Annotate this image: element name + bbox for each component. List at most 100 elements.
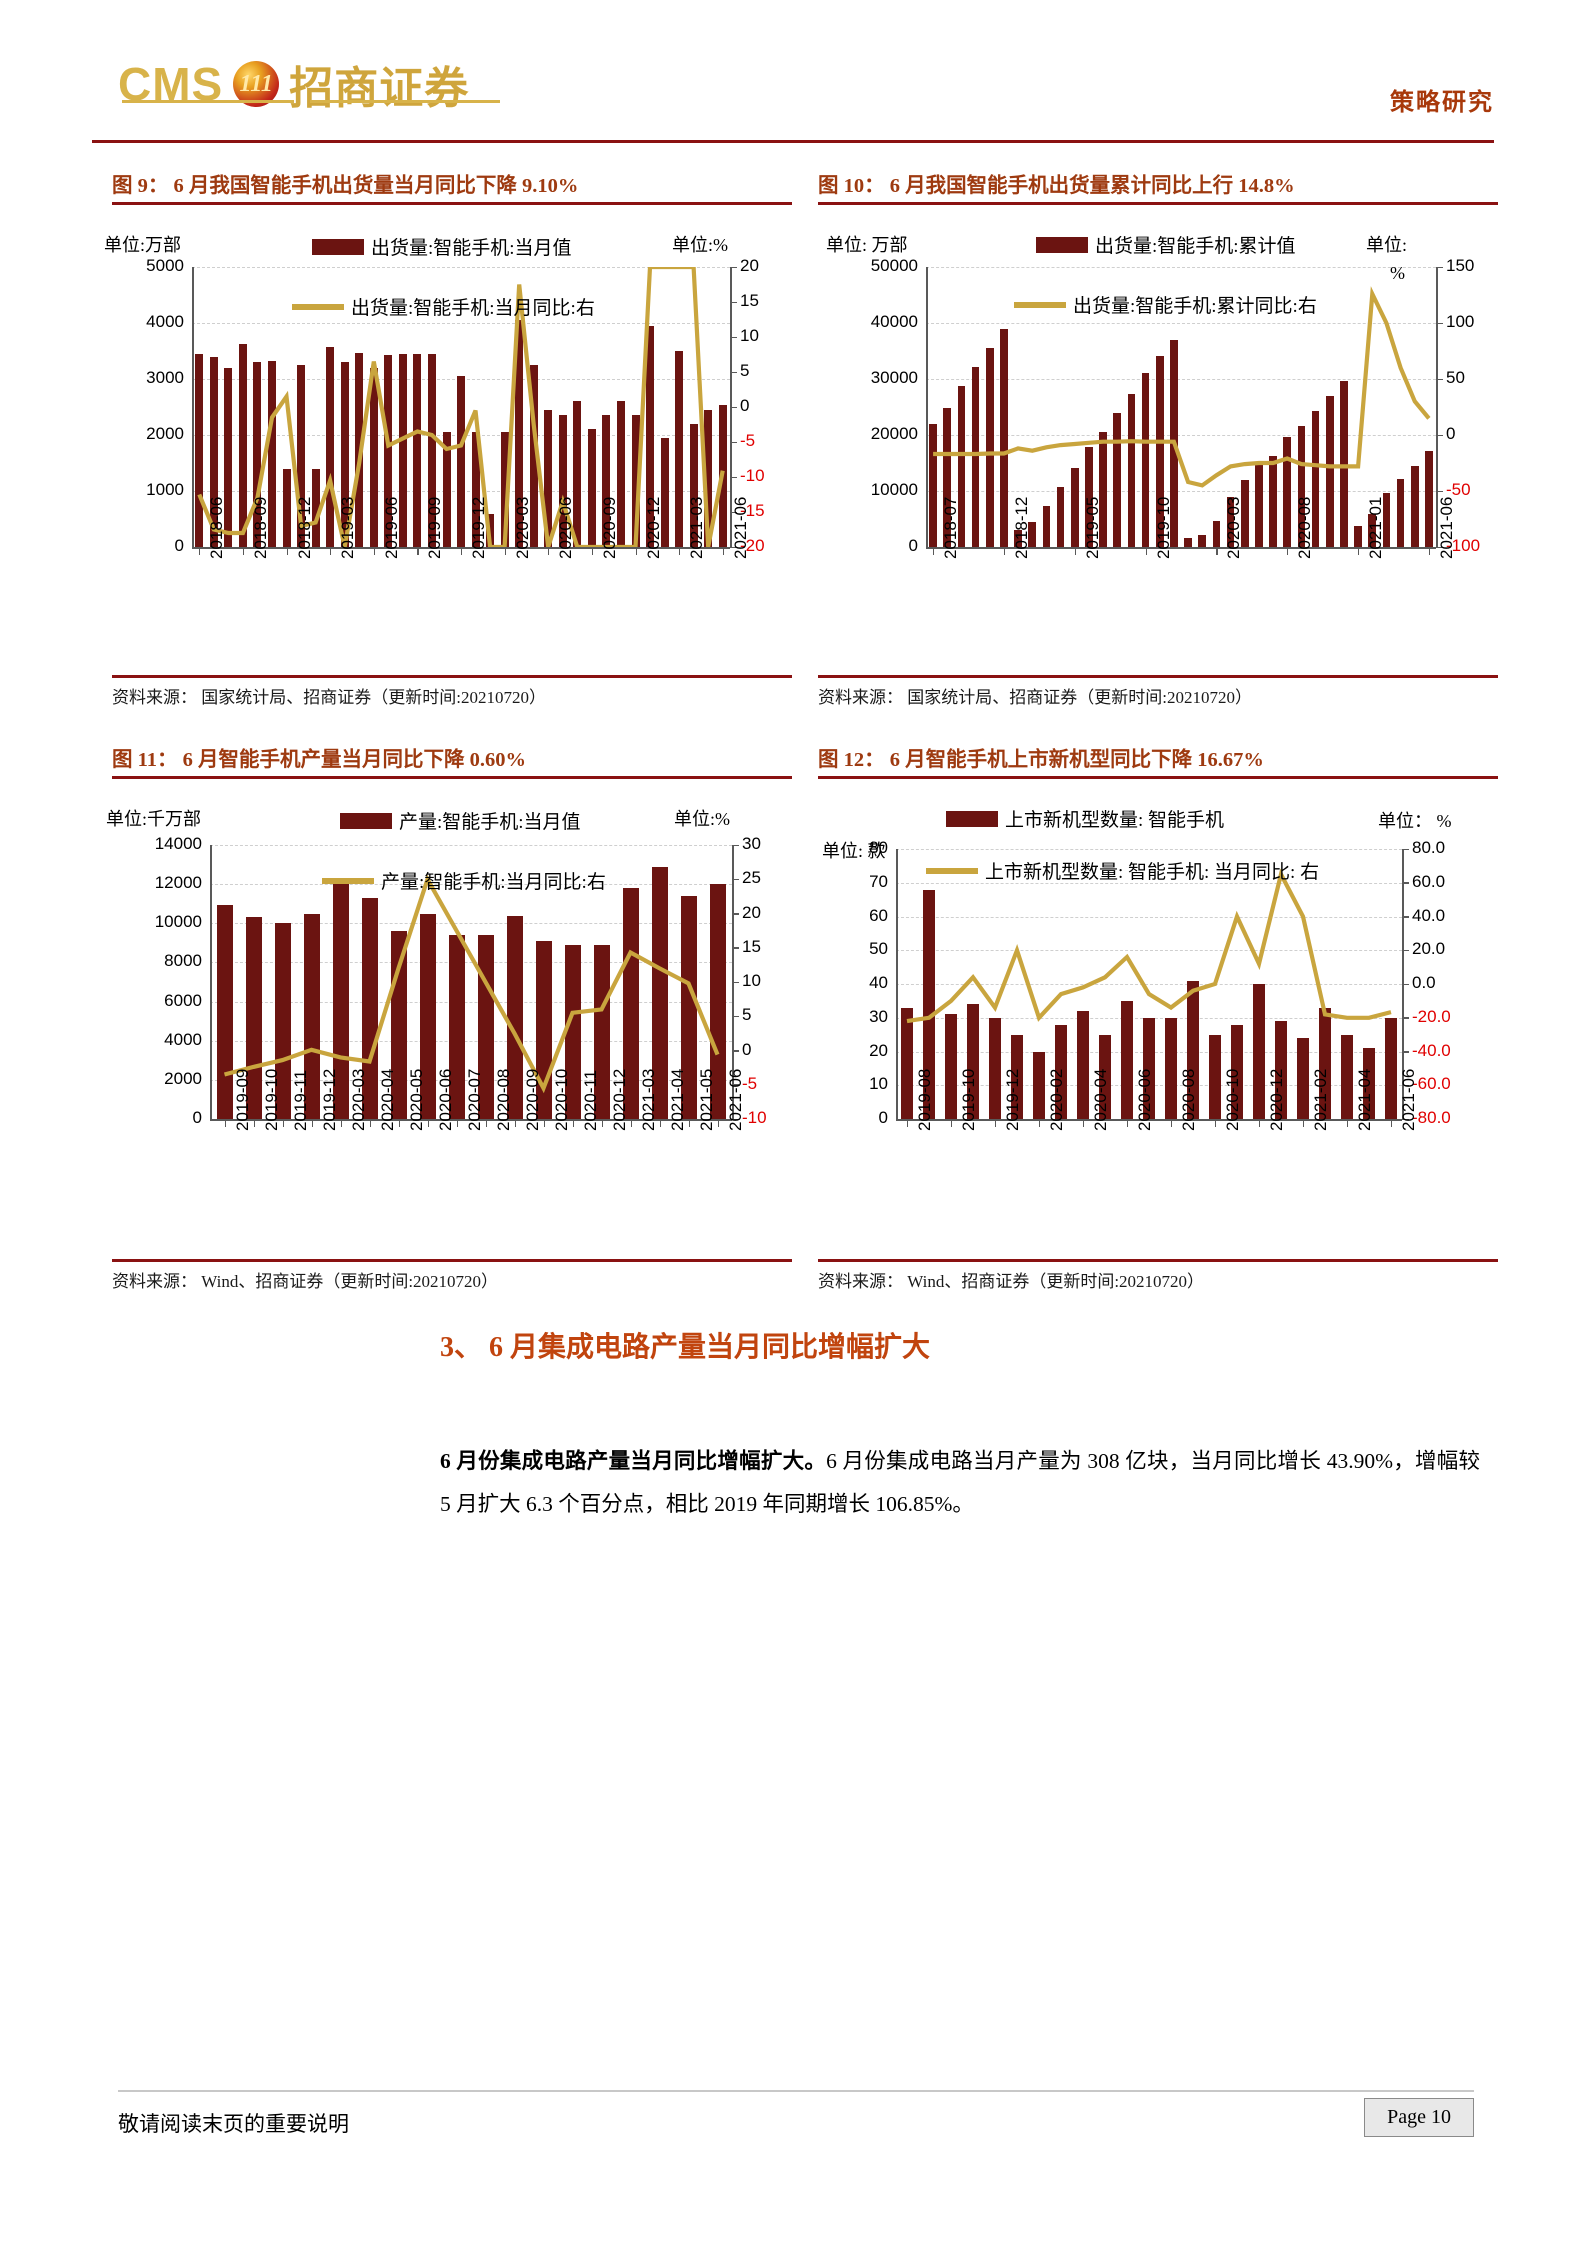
bar [929, 424, 937, 547]
gridline [926, 323, 1436, 324]
x-tickmark [224, 1119, 226, 1127]
y2-axis-tick-label: 40.0 [1412, 905, 1446, 925]
bar [1296, 1038, 1309, 1119]
y2-tickmark [730, 371, 737, 373]
y-axis-tick-label: 5000 [146, 256, 184, 275]
x-tickmark [485, 1119, 487, 1127]
right-spine [730, 267, 732, 547]
gridline [896, 849, 1402, 850]
bar [1240, 479, 1249, 547]
x-tickmark [417, 547, 419, 555]
x-tickmark [1259, 1119, 1261, 1127]
x-axis-tick-label: 2021-06 [1436, 496, 1456, 559]
x-axis-tick-label: 2021-06 [1399, 1068, 1418, 1131]
page-header: CMS 111 招商证券 策略研究 [0, 0, 1586, 150]
x-axis-tick-label: 2019-10 [261, 1068, 281, 1131]
x-tickmark [1074, 547, 1076, 555]
bar [1283, 436, 1292, 547]
y-axis-tick-label: 1000 [146, 480, 184, 499]
legend-bar-entry: 出货量:智能手机:当月值 [312, 233, 572, 260]
y-axis-tick-label: 4000 [164, 1029, 202, 1049]
x-axis-tick-label: 2021-04 [1355, 1068, 1374, 1131]
y2-axis-tick-label: 0.0 [1412, 973, 1436, 992]
bar [1340, 381, 1348, 547]
y2-axis-tick-label: 0 [742, 1039, 752, 1059]
figure-10-source-rule [818, 675, 1498, 678]
x-tickmark [461, 547, 463, 555]
x-tickmark [688, 1119, 690, 1127]
legend-bar-swatch [946, 810, 998, 827]
x-tickmark [514, 1119, 516, 1127]
gridline [896, 984, 1402, 985]
legend-bar-entry: 出货量:智能手机:累计值 [1036, 231, 1296, 258]
y2-tickmark [732, 1084, 739, 1086]
y-axis-tick-label: 3000 [146, 368, 184, 387]
figure-9-title-rule [112, 202, 792, 205]
figure-10-title: 图 10： 6 月我国智能手机出货量累计同比上行 14.8% [818, 175, 1295, 197]
bar [1070, 467, 1079, 547]
x-tickmark [572, 1119, 574, 1127]
x-axis-line [926, 547, 1436, 549]
x-axis-tick-label: 2019-12 [1003, 1068, 1022, 1131]
y-axis-tick-label: 30 [869, 1006, 888, 1026]
y-axis-tick-label: 20 [869, 1040, 888, 1060]
y-axis-tick-label: 4000 [146, 312, 184, 331]
bar [282, 468, 291, 547]
y2-axis-tick-label: -50 [1446, 480, 1471, 499]
legend-line-entry: 出货量:智能手机:累计同比:右 [1014, 291, 1317, 318]
y2-axis-tick-label: -5 [740, 431, 756, 450]
logo-underline-right [310, 100, 500, 103]
figure-9: 图 9： 6 月我国智能手机出货量当月同比下降 9.10% 0 1000 2000 3… [104, 168, 792, 708]
legend-bar-label: 出货量:智能手机:累计值 [1095, 236, 1296, 257]
gridline [192, 267, 730, 268]
y-axis-tick-label: 30000 [870, 368, 918, 387]
x-axis-tick-label: 2020-03 [348, 1068, 368, 1131]
x-tickmark [591, 547, 594, 555]
x-tickmark [1039, 1119, 1041, 1127]
x-axis-tick-label: 2019-11 [290, 1069, 310, 1131]
bar [1269, 455, 1277, 547]
x-tickmark [951, 1119, 953, 1127]
x-axis-tick-label: 2020-09 [522, 1068, 542, 1131]
y-axis-tick-label: 50000 [870, 256, 918, 275]
legend-line-label: 出货量:智能手机:累计同比:右 [1073, 296, 1317, 317]
bar [1056, 487, 1065, 547]
legend-bar-label: 出货量:智能手机:当月值 [371, 238, 572, 259]
x-axis-tick-label: 2018-06 [207, 496, 227, 559]
bar [238, 344, 247, 547]
y2-axis-tick-label: 0 [740, 396, 750, 415]
header-divider [92, 140, 1494, 143]
left-spine [192, 267, 194, 547]
bar [1099, 431, 1107, 547]
y2-axis-tick-label: -60.0 [1412, 1074, 1451, 1094]
legend-bar-entry: 产量:智能手机:当月值 [340, 807, 581, 834]
figure-12-source-rule [818, 1259, 1498, 1262]
y2-axis-tick-label: 25 [742, 868, 761, 888]
x-axis-tick-label: 2020-04 [1091, 1068, 1110, 1131]
x-tickmark [1358, 547, 1360, 555]
x-axis-tick-label: 2018-12 [1011, 496, 1031, 559]
y2-axis-tick-label: -10 [740, 466, 765, 485]
right-unit-label: 单位:% [672, 235, 728, 255]
x-axis-tick-label: 2019-12 [469, 496, 488, 559]
x-axis-tick-label: 2020-10 [1223, 1068, 1242, 1131]
bar [1396, 478, 1405, 547]
x-axis-tick-label: 2021-05 [696, 1068, 716, 1131]
y2-tickmark [1436, 322, 1443, 324]
y-axis-tick-label: 2000 [164, 1068, 202, 1088]
cms-logo: CMS 111 招商证券 [118, 52, 469, 116]
footer-note: 敬请阅读末页的重要说明 [118, 2112, 349, 2136]
x-axis-tick-label: 2018-07 [941, 496, 961, 559]
right-spine [1436, 267, 1438, 547]
y2-tickmark [730, 406, 737, 408]
y2-axis-tick-label: 50 [1446, 368, 1465, 387]
bar [1028, 522, 1037, 547]
bar [1226, 497, 1235, 547]
bar [1142, 1017, 1155, 1120]
x-tickmark [398, 1119, 400, 1127]
bar [1127, 393, 1136, 547]
x-tickmark [340, 1119, 342, 1127]
bar [1010, 1034, 1023, 1119]
y-axis-tick-label: 10000 [870, 480, 918, 499]
x-axis-tick-label: 2020-06 [1135, 1068, 1154, 1131]
